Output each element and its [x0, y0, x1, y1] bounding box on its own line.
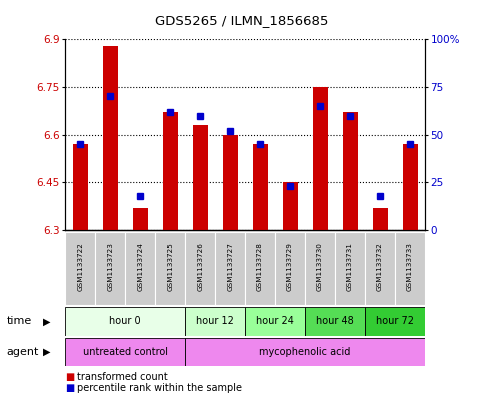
Bar: [155, 232, 185, 305]
Bar: [395, 232, 425, 305]
Text: GSM1133730: GSM1133730: [317, 242, 323, 291]
Text: transformed count: transformed count: [77, 372, 168, 382]
Bar: [185, 307, 245, 336]
Text: GSM1133725: GSM1133725: [167, 242, 173, 291]
Bar: [305, 307, 365, 336]
Bar: [163, 112, 178, 230]
Text: GSM1133723: GSM1133723: [107, 242, 113, 291]
Text: mycophenolic acid: mycophenolic acid: [259, 347, 351, 357]
Text: ▶: ▶: [43, 347, 50, 357]
Bar: [73, 144, 88, 230]
Text: ▶: ▶: [43, 316, 50, 326]
Text: hour 72: hour 72: [376, 316, 414, 326]
Text: ■: ■: [65, 372, 74, 382]
Text: GSM1133722: GSM1133722: [77, 242, 83, 291]
Bar: [372, 208, 387, 230]
Text: hour 48: hour 48: [316, 316, 354, 326]
Bar: [103, 46, 118, 230]
Text: ■: ■: [65, 383, 74, 393]
Bar: [365, 232, 395, 305]
Bar: [245, 232, 275, 305]
Bar: [65, 338, 185, 366]
Bar: [95, 232, 125, 305]
Bar: [193, 125, 208, 230]
Text: untreated control: untreated control: [83, 347, 168, 357]
Text: GSM1133731: GSM1133731: [347, 242, 353, 291]
Text: GSM1133724: GSM1133724: [137, 242, 143, 291]
Bar: [185, 232, 215, 305]
Bar: [275, 232, 305, 305]
Bar: [253, 144, 268, 230]
Text: GSM1133733: GSM1133733: [407, 242, 413, 291]
Text: GSM1133727: GSM1133727: [227, 242, 233, 291]
Text: GSM1133726: GSM1133726: [197, 242, 203, 291]
Text: hour 24: hour 24: [256, 316, 294, 326]
Text: GSM1133729: GSM1133729: [287, 242, 293, 291]
Text: GDS5265 / ILMN_1856685: GDS5265 / ILMN_1856685: [155, 14, 328, 27]
Text: time: time: [6, 316, 31, 326]
Bar: [313, 87, 327, 230]
Bar: [402, 144, 417, 230]
Text: GSM1133732: GSM1133732: [377, 242, 383, 291]
Text: agent: agent: [6, 347, 39, 357]
Bar: [245, 307, 305, 336]
Bar: [125, 232, 155, 305]
Bar: [185, 338, 425, 366]
Bar: [342, 112, 357, 230]
Bar: [133, 208, 148, 230]
Bar: [305, 232, 335, 305]
Text: percentile rank within the sample: percentile rank within the sample: [77, 383, 242, 393]
Text: hour 0: hour 0: [109, 316, 141, 326]
Bar: [215, 232, 245, 305]
Bar: [65, 307, 185, 336]
Bar: [365, 307, 425, 336]
Bar: [65, 232, 95, 305]
Text: hour 12: hour 12: [196, 316, 234, 326]
Text: GSM1133728: GSM1133728: [257, 242, 263, 291]
Bar: [283, 182, 298, 230]
Bar: [335, 232, 365, 305]
Bar: [223, 135, 238, 230]
